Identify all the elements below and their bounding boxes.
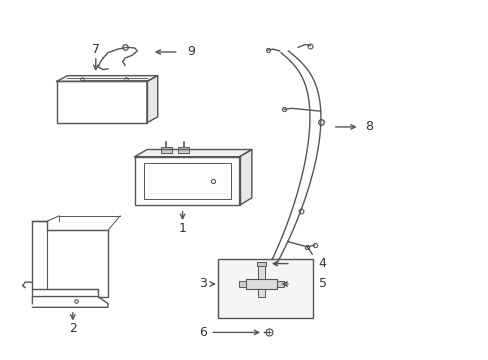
Bar: [143, 163, 230, 199]
Bar: [217, 259, 312, 318]
Text: 4: 4: [318, 257, 326, 270]
Text: 5: 5: [318, 278, 326, 291]
Bar: [57, 81, 147, 123]
Bar: [257, 289, 265, 297]
Text: 3: 3: [199, 278, 206, 291]
Polygon shape: [239, 149, 251, 205]
Bar: [239, 281, 245, 287]
Bar: [277, 281, 284, 287]
Text: 9: 9: [186, 45, 194, 58]
Text: 6: 6: [199, 326, 206, 339]
Text: 2: 2: [69, 322, 77, 335]
Text: 7: 7: [92, 43, 100, 56]
Polygon shape: [57, 76, 158, 81]
Text: 8: 8: [365, 121, 373, 134]
Bar: [177, 147, 189, 153]
Polygon shape: [147, 76, 158, 123]
Text: 1: 1: [178, 222, 186, 235]
Bar: [245, 279, 277, 289]
Bar: [135, 157, 239, 205]
Bar: [256, 262, 266, 266]
Bar: [160, 147, 172, 153]
Polygon shape: [135, 149, 251, 157]
Bar: [257, 264, 265, 280]
